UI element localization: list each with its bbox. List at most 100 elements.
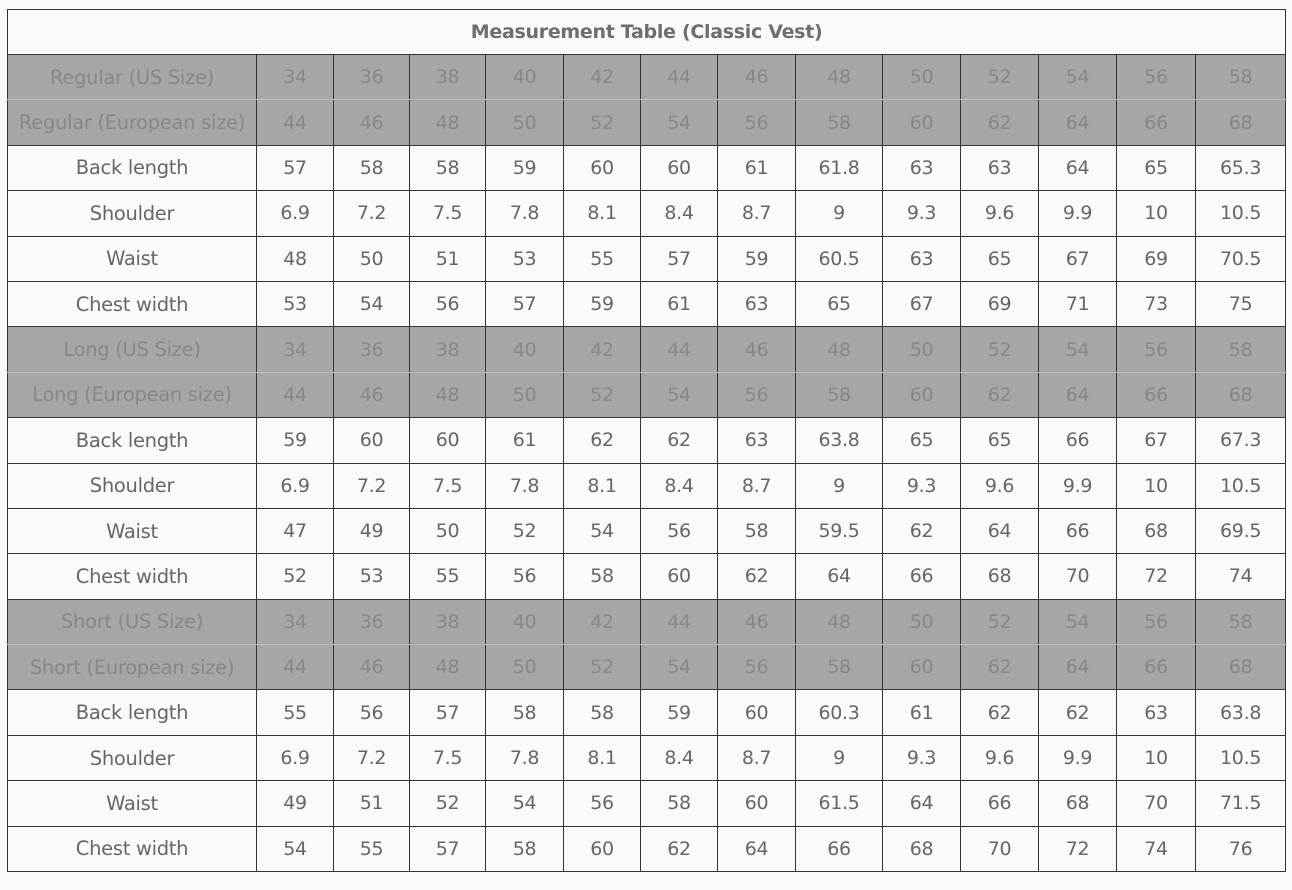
table-cell: 64 — [1038, 144, 1117, 192]
table-cell: 46 — [333, 371, 410, 419]
table-cell: 58 — [795, 371, 883, 419]
table-cell: 8.1 — [563, 190, 641, 237]
table-cell: 58 — [795, 644, 883, 691]
table-cell: 51 — [333, 780, 410, 827]
table-cell: 48 — [795, 326, 883, 373]
table-cell: 48 — [795, 598, 883, 646]
table-cell: 63.8 — [795, 417, 883, 464]
table-cell: 48 — [409, 99, 486, 146]
table-cell: 61.5 — [795, 780, 883, 827]
table-cell: 54 — [1038, 53, 1117, 101]
measurement-row: Back length 59 60 60 61 62 62 63 63.8 65 65 66 67 67.… — [7, 417, 1287, 464]
table-cell: 59 — [256, 417, 334, 464]
table-cell: 60 — [333, 417, 410, 464]
measurement-table: Measurement Table (Classic Vest) Regular… — [6, 9, 1287, 873]
table-cell: 46 — [333, 644, 410, 691]
table-cell: 60 — [563, 825, 641, 873]
table-cell: 59 — [640, 689, 718, 736]
table-cell: 7.8 — [485, 462, 564, 509]
table-cell: 42 — [563, 326, 641, 373]
table-cell: 64 — [717, 825, 796, 873]
row-label: Waist — [7, 507, 257, 555]
size-header-row: Short (US Size) 34 36 38 40 42 44 46 48 50 52 54 56 5… — [7, 598, 1287, 646]
table-cell: 76 — [1194, 825, 1287, 873]
table-cell: 63 — [882, 235, 961, 282]
table-cell: 58 — [1194, 598, 1287, 646]
table-cell: 56 — [1116, 53, 1196, 101]
table-cell: 49 — [256, 780, 334, 827]
table-cell: 68 — [1116, 507, 1196, 555]
table-cell: 63 — [1116, 689, 1196, 736]
table-cell: 61 — [717, 144, 796, 192]
table-cell: 62 — [960, 371, 1039, 419]
table-cell: 54 — [333, 280, 410, 328]
table-cell: 56 — [409, 280, 486, 328]
table-cell: 44 — [256, 371, 334, 419]
table-cell: 57 — [409, 689, 486, 736]
table-cell: 54 — [1038, 598, 1117, 646]
table-cell: 69 — [960, 280, 1039, 328]
table-cell: 66 — [1038, 507, 1117, 555]
table-cell: 38 — [409, 326, 486, 373]
table-cell: 38 — [409, 598, 486, 646]
table-cell: 71 — [1038, 280, 1117, 328]
row-label: Back length — [7, 417, 257, 464]
table-cell: 62 — [640, 417, 718, 464]
table-cell: 60 — [409, 417, 486, 464]
table-cell: 70.5 — [1194, 235, 1287, 282]
table-cell: 67 — [1116, 417, 1196, 464]
table-cell: 7.2 — [333, 190, 410, 237]
table-cell: 48 — [409, 371, 486, 419]
table-cell: 10 — [1116, 190, 1196, 237]
table-cell: 61 — [882, 689, 961, 736]
table-cell: 40 — [485, 53, 564, 101]
size-header-row: Short (European size) 44 46 48 50 52 54 56 58 60 6… — [7, 644, 1287, 691]
table-cell: 9 — [795, 462, 883, 509]
table-cell: 9.6 — [960, 462, 1039, 509]
row-label: Chest width — [7, 280, 257, 328]
table-cell: 46 — [717, 326, 796, 373]
table-cell: 36 — [333, 598, 410, 646]
table-cell: 68 — [1194, 371, 1287, 419]
table-cell: 51 — [409, 235, 486, 282]
table-body: Regular (US Size) 34 36 38 40 42 44 46 48 50 52 54 5… — [7, 53, 1287, 873]
table-cell: 42 — [563, 598, 641, 646]
table-cell: 66 — [960, 780, 1039, 827]
table-cell: 73 — [1116, 280, 1196, 328]
table-cell: 65 — [882, 417, 961, 464]
table-cell: 60 — [882, 99, 961, 146]
table-cell: 50 — [882, 598, 961, 646]
table-cell: 36 — [333, 326, 410, 373]
table-cell: 62 — [563, 417, 641, 464]
table-cell: 49 — [333, 507, 410, 555]
row-label: Regular (US Size) — [7, 53, 257, 101]
title-row: Measurement Table (Classic Vest) — [6, 9, 1287, 55]
table-cell: 44 — [640, 598, 718, 646]
table-cell: 64 — [1038, 644, 1117, 691]
table-cell: 70 — [960, 825, 1039, 873]
table-cell: 57 — [640, 235, 718, 282]
table-cell: 61.8 — [795, 144, 883, 192]
table-cell: 8.1 — [563, 734, 641, 782]
table-cell: 64 — [1038, 99, 1117, 146]
table-cell: 6.9 — [256, 190, 334, 237]
table-cell: 54 — [485, 780, 564, 827]
table-cell: 9.9 — [1038, 734, 1117, 782]
table-cell: 65.3 — [1194, 144, 1287, 192]
table-cell: 6.9 — [256, 734, 334, 782]
table-cell: 60 — [717, 780, 796, 827]
row-label: Chest width — [7, 553, 257, 600]
table-cell: 66 — [1116, 99, 1196, 146]
table-cell: 66 — [1116, 371, 1196, 419]
table-cell: 52 — [960, 598, 1039, 646]
table-cell: 71.5 — [1194, 780, 1287, 827]
table-cell: 62 — [640, 825, 718, 873]
table-cell: 50 — [333, 235, 410, 282]
measurement-row: Waist 47 49 50 52 54 56 58 59.5 62 64 66 68 69.5 — [7, 507, 1287, 555]
size-header-row: Regular (European size) 44 46 48 50 52 54 56 58 6… — [7, 99, 1287, 146]
table-cell: 36 — [333, 53, 410, 101]
table-cell: 52 — [409, 780, 486, 827]
table-cell: 62 — [960, 644, 1039, 691]
table-cell: 58 — [333, 144, 410, 192]
measurement-row: Shoulder 6.9 7.2 7.5 7.8 8.1 8.4 8.7 9 9.3 9.6 9.9 1… — [7, 190, 1287, 237]
